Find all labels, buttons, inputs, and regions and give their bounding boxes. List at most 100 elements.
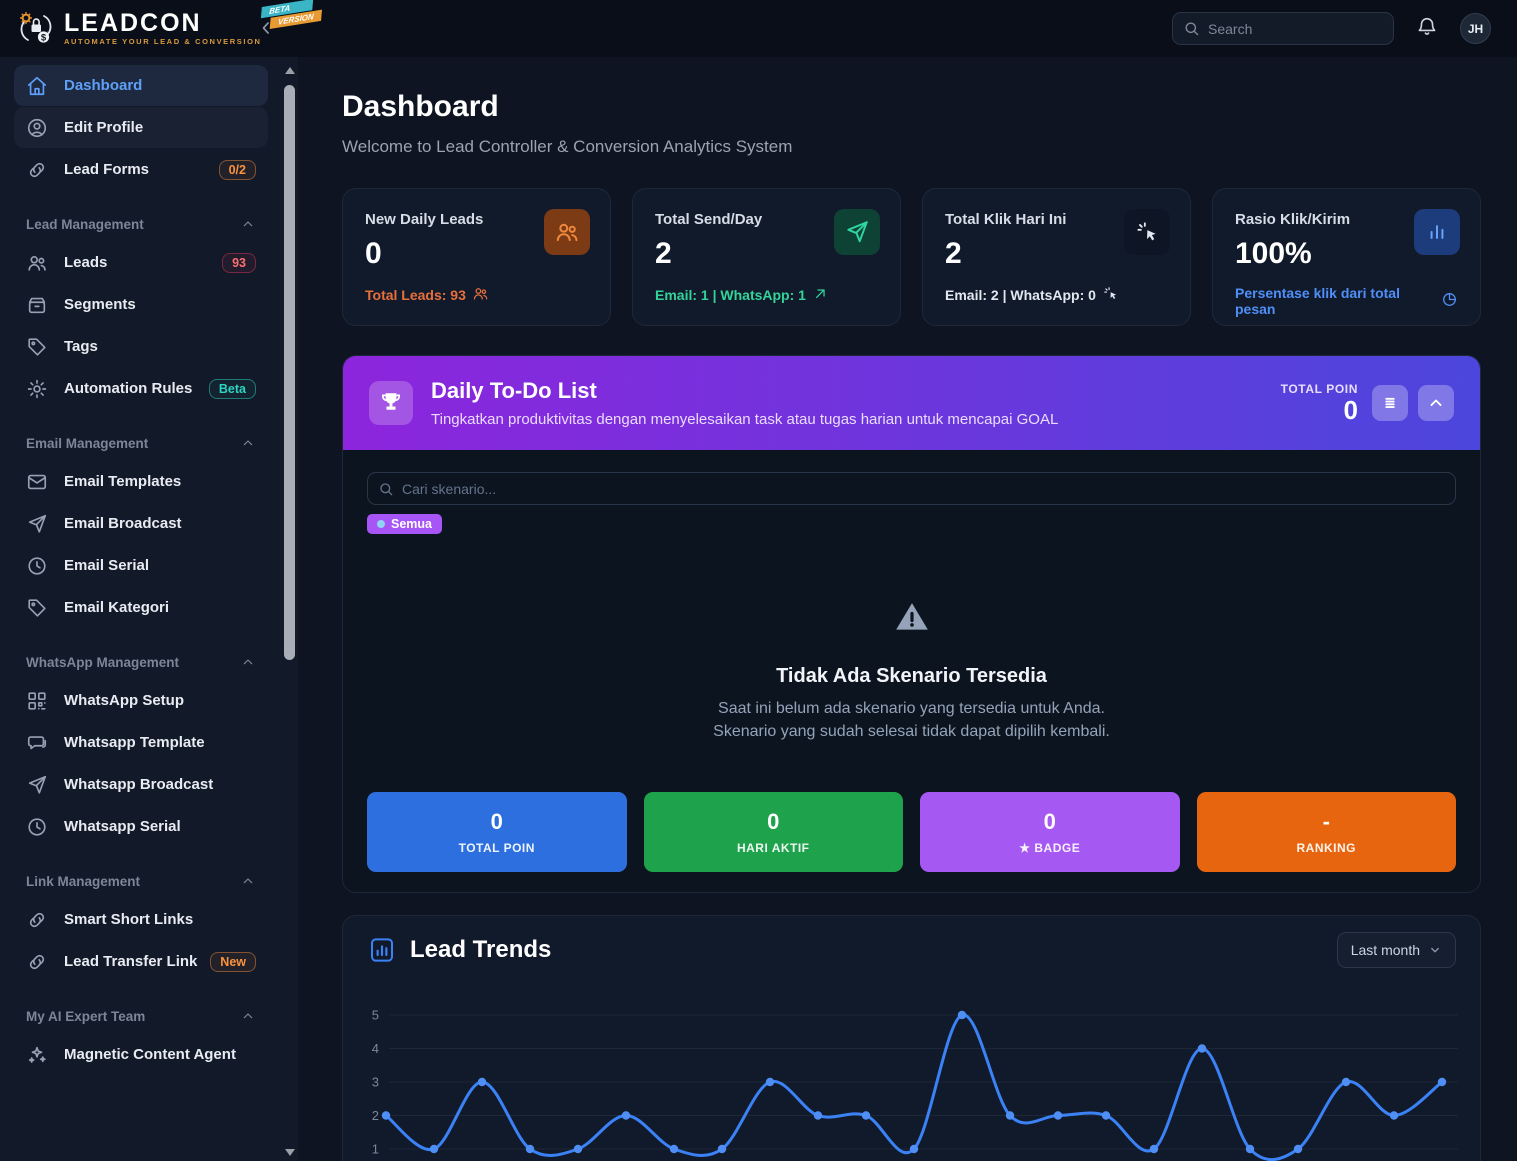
sidebar-item-leads[interactable]: Leads 93 bbox=[14, 242, 268, 283]
kpi-tile-label: TOTAL POIN bbox=[458, 841, 535, 855]
global-search[interactable] bbox=[1172, 12, 1394, 45]
sidebar-item-lead-forms[interactable]: Lead Forms 0/2 bbox=[14, 149, 268, 190]
sidebar-item-smart-short-links[interactable]: Smart Short Links bbox=[14, 899, 268, 940]
archive-icon bbox=[26, 294, 48, 316]
sidebar-section-title: Lead Management bbox=[26, 216, 144, 232]
todo-title: Daily To-Do List bbox=[431, 378, 597, 403]
stat-card-subtext-text: Email: 1 | WhatsApp: 1 bbox=[655, 287, 806, 303]
chart-point bbox=[957, 1010, 967, 1020]
todo-list-button[interactable] bbox=[1372, 385, 1408, 421]
kpi-tile-label: RANKING bbox=[1296, 841, 1356, 855]
users-icon bbox=[544, 209, 590, 255]
svg-text:5: 5 bbox=[372, 1008, 379, 1023]
sidebar-item-badge: Beta bbox=[208, 378, 256, 399]
sidebar-item-label: Smart Short Links bbox=[64, 911, 194, 928]
sidebar-item-magnetic-content-agent[interactable]: Magnetic Content Agent bbox=[14, 1034, 268, 1075]
chart-point bbox=[573, 1144, 583, 1154]
sidebar-item-badge: New bbox=[210, 951, 256, 972]
stat-card-subtext: Total Leads: 93 bbox=[365, 285, 588, 305]
stat-card-label: Total Klik Hari Ini bbox=[945, 211, 1067, 228]
empty-state-title: Tidak Ada Skenario Tersedia bbox=[776, 665, 1047, 687]
sidebar-section-title: WhatsApp Management bbox=[26, 654, 180, 670]
sidebar-item-email-templates[interactable]: Email Templates bbox=[14, 461, 268, 502]
chart-point bbox=[1293, 1144, 1303, 1154]
sidebar-item-segments[interactable]: Segments bbox=[14, 284, 268, 325]
kpi-tile-label: HARI AKTIF bbox=[736, 841, 810, 855]
chart-point bbox=[669, 1144, 679, 1154]
chart-point bbox=[477, 1077, 487, 1087]
sidebar-item-email-serial[interactable]: Email Serial bbox=[14, 545, 268, 586]
sidebar-item-email-broadcast[interactable]: Email Broadcast bbox=[14, 503, 268, 544]
scrollbar-up-button[interactable] bbox=[283, 63, 296, 78]
chart-point bbox=[525, 1144, 535, 1154]
chart-point bbox=[621, 1111, 631, 1120]
user-avatar[interactable]: JH bbox=[1460, 13, 1491, 44]
sidebar-section-header[interactable]: My AI Expert Team bbox=[14, 1008, 268, 1024]
chart-point bbox=[717, 1144, 727, 1154]
stat-card-value: 2 bbox=[945, 237, 962, 270]
sidebar-item-whatsapp-serial[interactable]: Whatsapp Serial bbox=[14, 806, 268, 847]
cursor-click-icon bbox=[1124, 209, 1170, 255]
sidebar-item-whatsapp-template[interactable]: Whatsapp Template bbox=[14, 722, 268, 763]
chart-point bbox=[429, 1144, 439, 1154]
lead-trends-title: Lead Trends bbox=[410, 936, 552, 963]
kpi-tile-value: - bbox=[1322, 809, 1330, 834]
stat-card-subtext: Email: 2 | WhatsApp: 0 bbox=[945, 285, 1168, 305]
sidebar-item-tags[interactable]: Tags bbox=[14, 326, 268, 367]
chevron-up-icon bbox=[240, 654, 256, 670]
clock-icon bbox=[26, 555, 48, 577]
range-select[interactable]: Last month bbox=[1336, 932, 1456, 968]
filter-chip-semua[interactable]: Semua bbox=[367, 514, 442, 534]
sidebar-item-email-kategori[interactable]: Email Kategori bbox=[14, 587, 268, 628]
kpi-tile-ranking: - RANKING bbox=[1196, 792, 1456, 872]
sidebar-section-header[interactable]: Lead Management bbox=[14, 216, 268, 232]
daily-todo-card: Daily To-Do List Tingkatkan produktivita… bbox=[342, 355, 1481, 893]
todo-collapse-button[interactable] bbox=[1418, 385, 1454, 421]
stat-card-value: 0 bbox=[365, 237, 382, 270]
scrollbar-thumb[interactable] bbox=[284, 85, 295, 660]
chevron-up-icon bbox=[240, 435, 256, 451]
chart-point bbox=[813, 1111, 823, 1120]
stat-cards-row: New Daily Leads 0 Total Leads: 93 Total Sen… bbox=[342, 188, 1481, 326]
page-title: Dashboard bbox=[342, 90, 499, 123]
brand-name: LEADCON bbox=[64, 9, 202, 37]
scenario-search[interactable] bbox=[367, 472, 1456, 505]
sidebar-item-label: Lead Forms bbox=[64, 161, 150, 178]
chat-icon bbox=[26, 732, 48, 754]
sidebar-section-header[interactable]: WhatsApp Management bbox=[14, 654, 268, 670]
sidebar-item-lead-transfer-link[interactable]: Lead Transfer Link New bbox=[14, 941, 268, 982]
stat-card-subtext-text: Email: 2 | WhatsApp: 0 bbox=[945, 287, 1096, 303]
chart-point bbox=[1389, 1111, 1399, 1120]
chevron-up-icon bbox=[240, 216, 256, 232]
chevron-down-icon bbox=[1431, 947, 1439, 953]
sidebar-item-automation-rules[interactable]: Automation Rules Beta bbox=[14, 368, 268, 409]
sidebar-section-title: My AI Expert Team bbox=[26, 1008, 146, 1024]
scenario-search-input[interactable] bbox=[402, 480, 1445, 497]
sidebar-item-label: Whatsapp Serial bbox=[64, 818, 181, 835]
notifications-button[interactable] bbox=[1416, 15, 1438, 42]
sidebar-section-whatsapp-management: WhatsApp Management WhatsApp Setup Whatsap… bbox=[14, 654, 268, 847]
sidebar-section-header[interactable]: Link Management bbox=[14, 873, 268, 889]
cog-icon bbox=[26, 378, 48, 400]
kpi-tile--badge: 0 ★ BADGE bbox=[920, 792, 1180, 872]
sidebar-item-edit-profile[interactable]: Edit Profile bbox=[14, 107, 268, 148]
sidebar-section-header[interactable]: Email Management bbox=[14, 435, 268, 451]
send-icon bbox=[834, 209, 880, 255]
global-search-input[interactable] bbox=[1208, 20, 1378, 37]
sidebar-item-dashboard[interactable]: Dashboard bbox=[14, 65, 268, 106]
scrollbar-down-button[interactable] bbox=[283, 1145, 296, 1160]
svg-text:1: 1 bbox=[372, 1142, 379, 1157]
sidebar-collapse-button[interactable] bbox=[256, 18, 276, 43]
todo-subtitle: Tingkatkan produktivitas dengan menyeles… bbox=[431, 411, 1059, 428]
sidebar-item-whatsapp-broadcast[interactable]: Whatsapp Broadcast bbox=[14, 764, 268, 805]
send-icon bbox=[26, 774, 48, 796]
pie-icon bbox=[1441, 291, 1458, 311]
sidebar-item-label: Email Broadcast bbox=[64, 515, 182, 532]
stat-card-label: New Daily Leads bbox=[365, 211, 484, 228]
brand-tagline: AUTOMATE YOUR LEAD & CONVERSION bbox=[64, 37, 262, 46]
total-poin-label: TOTAL POIN bbox=[1280, 382, 1358, 396]
sidebar-item-whatsapp-setup[interactable]: WhatsApp Setup bbox=[14, 680, 268, 721]
trophy-icon bbox=[369, 381, 413, 425]
chevron-up-icon bbox=[240, 1008, 256, 1024]
brand-logo[interactable]: $ LEADCON AUTOMATE YOUR LEAD & CONVERSIO… bbox=[16, 0, 322, 48]
